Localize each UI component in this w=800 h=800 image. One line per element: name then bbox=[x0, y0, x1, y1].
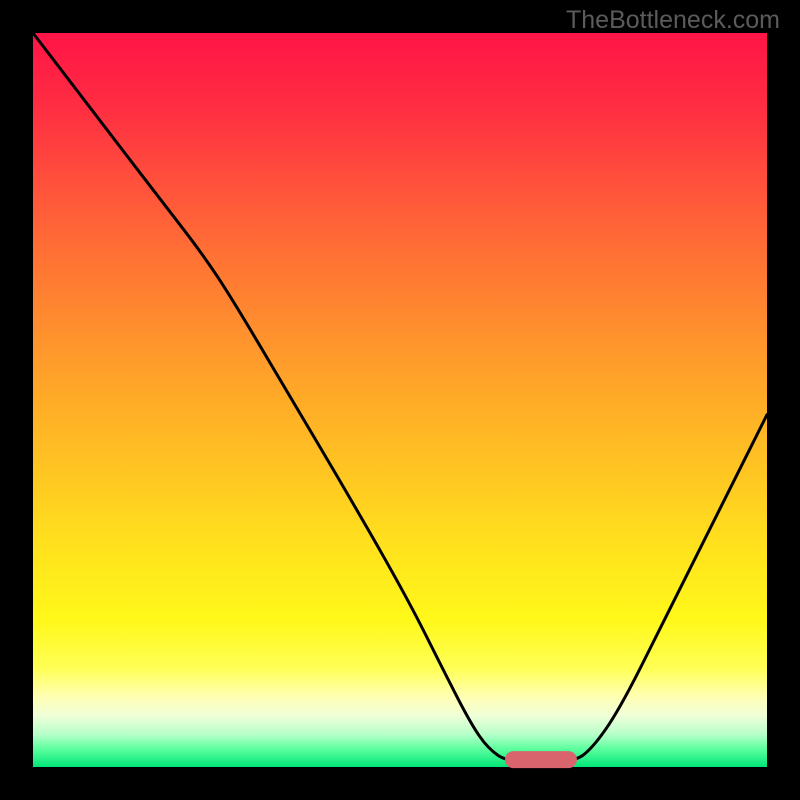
chart-frame bbox=[0, 0, 800, 800]
plot-background bbox=[33, 33, 767, 767]
chart-svg bbox=[0, 0, 800, 800]
optimal-marker bbox=[505, 751, 577, 768]
watermark-text: TheBottleneck.com bbox=[566, 6, 780, 35]
